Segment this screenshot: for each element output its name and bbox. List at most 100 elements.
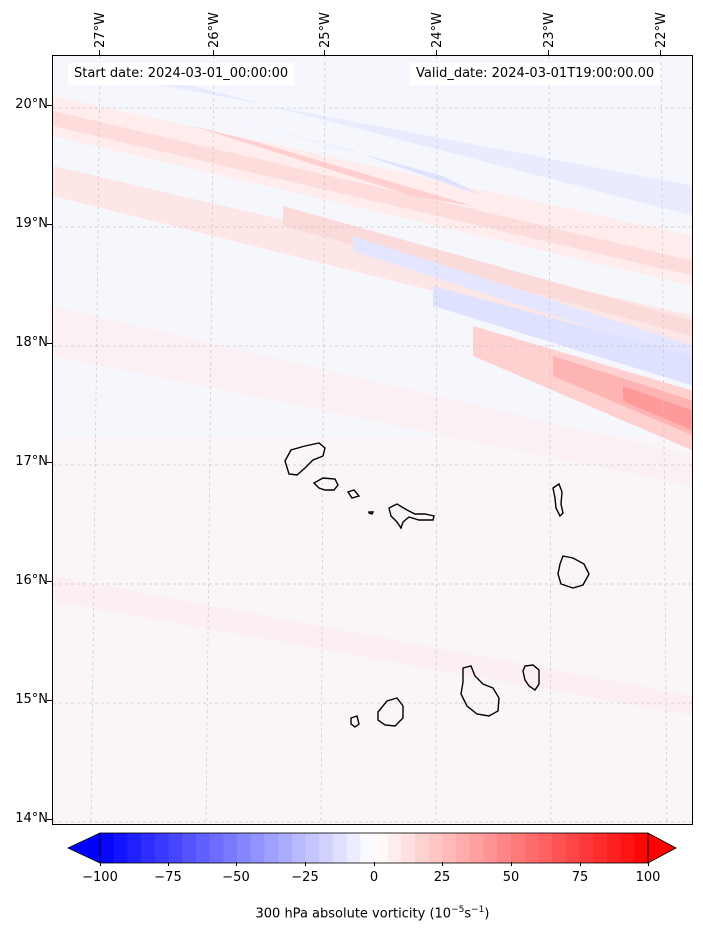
colorbar-tick-label: 25 bbox=[433, 870, 451, 885]
colorbar-segment bbox=[223, 833, 238, 863]
colorbar-segment bbox=[100, 833, 115, 863]
colorbar-segment bbox=[469, 833, 485, 863]
colorbar-tick bbox=[168, 862, 169, 866]
island-branco bbox=[368, 511, 375, 515]
vorticity-band bbox=[433, 286, 692, 386]
colorbar-segment bbox=[387, 833, 402, 863]
vorticity-band bbox=[193, 126, 473, 206]
colorbar-segment bbox=[237, 833, 252, 863]
colorbar-segment bbox=[511, 833, 526, 863]
valid-date-label: Valid_date: 2024-03-01T19:00:00.00 bbox=[410, 63, 661, 85]
colorbar-min-extension bbox=[67, 832, 101, 864]
colorbar-segment bbox=[483, 833, 498, 863]
colorbar-tick bbox=[305, 862, 306, 866]
colorbar-tick bbox=[442, 862, 443, 866]
lon-tick bbox=[324, 50, 325, 55]
vorticity-field-svg bbox=[53, 56, 692, 824]
lon-label-26w: 26°W bbox=[207, 12, 222, 48]
lat-tick bbox=[47, 700, 52, 701]
island-santiago bbox=[460, 665, 500, 717]
colorbar-segment bbox=[538, 833, 553, 863]
colorbar-segment bbox=[442, 833, 457, 863]
colorbar-segment bbox=[524, 833, 539, 863]
colorbar-tick-label: −100 bbox=[82, 870, 118, 885]
lon-tick bbox=[436, 50, 437, 55]
colorbar-segment bbox=[278, 833, 293, 863]
colorbar-segment bbox=[565, 833, 580, 863]
island-brava bbox=[350, 715, 360, 728]
colorbar-segment bbox=[332, 833, 348, 863]
lat-tick bbox=[47, 105, 52, 106]
lat-label-19n: 19°N bbox=[15, 216, 48, 231]
island-santo-antao bbox=[284, 442, 326, 476]
colorbar-segment bbox=[456, 833, 471, 863]
colorbar-segment bbox=[415, 833, 430, 863]
lat-label-20n: 20°N bbox=[15, 97, 48, 112]
field-lower-tint bbox=[53, 436, 692, 824]
island-sal bbox=[552, 482, 564, 518]
colorbar-segment bbox=[182, 833, 197, 863]
colorbar-label: 300 hPa absolute vorticity (10−5s−1) bbox=[255, 905, 490, 922]
lat-label-15n: 15°N bbox=[15, 692, 48, 707]
colorbar-segment bbox=[620, 833, 635, 863]
vorticity-band bbox=[353, 236, 692, 361]
colorbar-tick-label: 0 bbox=[369, 870, 379, 885]
colorbar-segment bbox=[593, 833, 608, 863]
vorticity-map bbox=[52, 55, 693, 825]
lon-label-24w: 24°W bbox=[430, 12, 445, 48]
colorbar-segment bbox=[141, 833, 156, 863]
colorbar-tick-label: 75 bbox=[571, 870, 589, 885]
colorbar-tick bbox=[648, 862, 649, 866]
colorbar-segment bbox=[401, 833, 416, 863]
island-fogo bbox=[377, 697, 404, 727]
colorbar-segment bbox=[552, 833, 567, 863]
colorbar-segment bbox=[209, 833, 224, 863]
cape-verde-islands bbox=[284, 442, 590, 728]
lon-tick bbox=[548, 50, 549, 55]
colorbar-segment bbox=[113, 833, 128, 863]
lon-tick bbox=[99, 50, 100, 55]
lon-label-23w: 23°W bbox=[542, 12, 557, 48]
start-date-label: Start date: 2024-03-01_00:00:00 bbox=[68, 63, 295, 85]
colorbar-segment bbox=[195, 833, 211, 863]
lat-label-16n: 16°N bbox=[15, 573, 48, 588]
colorbar-segment bbox=[264, 833, 279, 863]
colorbar-tick-label: −50 bbox=[222, 870, 250, 885]
colorbar-segment bbox=[374, 833, 389, 863]
colorbar-tick-label: 50 bbox=[502, 870, 520, 885]
colorbar-tick-label: 100 bbox=[635, 870, 661, 885]
lon-label-22w: 22°W bbox=[654, 12, 669, 48]
colorbar-tick bbox=[236, 862, 237, 866]
lat-label-14n: 14°N bbox=[15, 811, 48, 826]
lon-tick bbox=[213, 50, 214, 55]
island-boa-vista bbox=[557, 555, 590, 589]
island-maio bbox=[522, 664, 540, 691]
colorbar-tick bbox=[511, 862, 512, 866]
vorticity-band bbox=[623, 386, 692, 431]
colorbar-segment bbox=[305, 833, 320, 863]
colorbar-segment bbox=[319, 833, 334, 863]
colorbar-tick-label: −25 bbox=[291, 870, 319, 885]
lat-tick bbox=[47, 581, 52, 582]
vorticity-band bbox=[283, 206, 692, 336]
lat-tick bbox=[47, 343, 52, 344]
colorbar-segment bbox=[291, 833, 306, 863]
colorbar-tick bbox=[580, 862, 581, 866]
lat-label-18n: 18°N bbox=[15, 335, 48, 350]
gridlines bbox=[53, 56, 692, 824]
colorbar-segment bbox=[606, 833, 622, 863]
colorbar-tick-label: −75 bbox=[154, 870, 182, 885]
lon-label-27w: 27°W bbox=[93, 12, 108, 48]
island-sao-nicolau bbox=[388, 503, 435, 530]
island-sao-vicente bbox=[312, 477, 339, 491]
colorbar-segment bbox=[127, 833, 142, 863]
colorbar-segment bbox=[634, 833, 649, 863]
island-santa-luzia bbox=[346, 489, 361, 499]
colorbar-max-extension bbox=[647, 832, 677, 864]
lat-label-17n: 17°N bbox=[15, 454, 48, 469]
colorbar-segment bbox=[168, 833, 183, 863]
colorbar-segment bbox=[497, 833, 512, 863]
colorbar-segment bbox=[428, 833, 443, 863]
colorbar-tick bbox=[374, 862, 375, 866]
lat-tick bbox=[47, 462, 52, 463]
